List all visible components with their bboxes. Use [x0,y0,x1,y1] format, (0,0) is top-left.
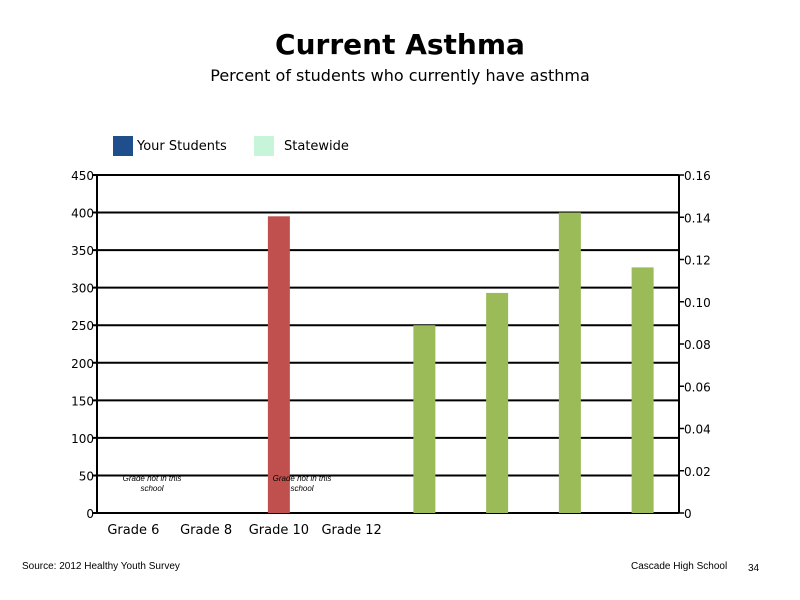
y-left-tick-label: 100 [71,432,94,446]
y-left-tick-label: 400 [71,207,94,221]
x-tick-label: Grade 12 [321,523,381,538]
y-right-tick-label: 0.04 [684,423,711,437]
y-left-tick-label: 200 [71,357,94,371]
y-right-tick-label: 0.06 [684,380,711,394]
note-grade-10: Grade not in this school [272,474,332,493]
source-footnote: Source: 2012 Healthy Youth Survey [22,561,180,572]
y-left-tick-label: 250 [71,319,94,333]
bar-2 [486,292,509,513]
bar-3 [558,212,581,514]
page-number: 34 [748,563,760,574]
x-tick-label: Grade 10 [249,523,309,538]
bar-4 [631,267,654,513]
x-tick-label: Grade 6 [107,523,159,538]
bar-0 [267,216,290,514]
legend-item-your-students: Your Students [113,136,227,156]
y-left-tick-label: 300 [71,282,94,296]
school-name: Cascade High School [631,561,728,572]
y-right-tick-label: 0 [684,507,692,521]
legend-swatch-your-students [113,136,133,156]
y-right-tick-label: 0.02 [684,465,711,479]
x-tick-label: Grade 8 [180,523,232,538]
y-left-tick-label: 450 [71,169,94,183]
y-left-tick-label: 0 [86,507,94,521]
legend-label-your-students: Your Students [137,138,227,154]
y-right-tick-label: 0.14 [684,211,711,225]
chart-title: Current Asthma [275,28,525,61]
legend-item-statewide: Statewide [254,136,349,156]
bar-1 [413,325,436,513]
y-right-tick-label: 0.10 [684,296,711,310]
y-left-tick-label: 350 [71,244,94,258]
y-left-tick-label: 50 [79,469,94,483]
legend-label-statewide: Statewide [284,138,349,154]
note-grade-6: Grade not in this school [122,474,182,493]
chart-subtitle: Percent of students who currently have a… [210,66,590,85]
y-right-tick-label: 0.12 [684,254,711,268]
legend-swatch-statewide [254,136,274,156]
y-right-tick-label: 0.16 [684,169,711,183]
y-right-tick-label: 0.08 [684,338,711,352]
y-left-tick-label: 150 [71,394,94,408]
